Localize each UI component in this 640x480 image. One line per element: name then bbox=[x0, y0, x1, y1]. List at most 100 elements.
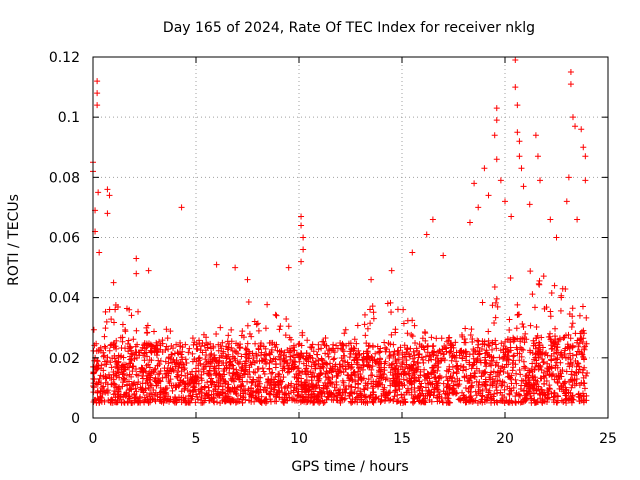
data-point bbox=[319, 397, 326, 404]
data-point bbox=[432, 374, 439, 381]
data-point bbox=[502, 338, 509, 345]
data-point bbox=[478, 373, 485, 380]
data-point bbox=[267, 388, 274, 395]
data-point bbox=[164, 397, 171, 404]
data-point bbox=[259, 365, 266, 372]
data-point bbox=[207, 352, 214, 359]
data-point bbox=[492, 373, 499, 380]
data-point bbox=[540, 381, 547, 388]
data-point bbox=[266, 366, 273, 373]
data-point bbox=[152, 378, 159, 385]
data-point bbox=[272, 344, 279, 351]
data-points bbox=[90, 57, 591, 406]
data-point bbox=[491, 390, 498, 397]
data-point bbox=[102, 325, 109, 332]
data-point bbox=[126, 343, 133, 350]
data-point bbox=[291, 364, 298, 371]
data-point bbox=[556, 335, 563, 342]
data-point bbox=[123, 389, 130, 396]
data-point bbox=[429, 216, 436, 223]
data-point bbox=[391, 393, 398, 400]
data-point bbox=[150, 387, 157, 393]
data-point bbox=[222, 353, 229, 360]
data-point bbox=[163, 343, 170, 350]
data-point bbox=[436, 347, 443, 354]
data-point bbox=[382, 348, 389, 355]
data-point bbox=[490, 393, 497, 400]
data-point bbox=[275, 370, 282, 377]
data-point bbox=[500, 368, 507, 375]
data-point bbox=[184, 387, 191, 394]
data-point bbox=[156, 391, 163, 398]
data-point bbox=[219, 339, 226, 346]
data-point bbox=[196, 354, 203, 361]
data-point bbox=[206, 372, 213, 379]
data-point bbox=[567, 359, 574, 366]
data-point bbox=[548, 357, 555, 364]
data-point bbox=[274, 391, 281, 398]
data-point bbox=[278, 378, 285, 385]
data-point bbox=[133, 327, 140, 334]
data-point bbox=[346, 362, 353, 369]
data-point bbox=[291, 347, 298, 354]
data-point bbox=[238, 364, 245, 371]
data-point bbox=[95, 362, 102, 369]
data-point bbox=[155, 371, 162, 378]
data-point bbox=[115, 388, 122, 395]
data-point bbox=[505, 373, 512, 380]
data-point bbox=[573, 363, 580, 370]
data-point bbox=[157, 367, 164, 374]
data-point bbox=[176, 361, 183, 368]
data-point bbox=[322, 334, 329, 341]
data-point bbox=[551, 282, 558, 289]
data-point bbox=[564, 341, 571, 348]
data-point bbox=[531, 356, 538, 363]
data-point bbox=[352, 384, 359, 391]
data-point bbox=[547, 308, 554, 315]
data-point bbox=[312, 383, 319, 390]
data-point bbox=[260, 368, 267, 375]
data-point bbox=[563, 198, 570, 205]
data-point bbox=[292, 359, 299, 366]
data-point bbox=[566, 363, 573, 370]
data-point bbox=[573, 351, 580, 358]
data-point bbox=[333, 381, 340, 388]
data-point bbox=[225, 332, 232, 339]
data-point bbox=[308, 363, 315, 370]
data-point bbox=[177, 377, 184, 384]
data-point bbox=[250, 388, 257, 395]
data-point bbox=[141, 396, 148, 403]
data-point bbox=[367, 320, 374, 327]
data-point bbox=[339, 346, 346, 353]
data-point bbox=[95, 189, 102, 196]
data-point bbox=[279, 367, 286, 374]
data-point bbox=[514, 129, 521, 136]
data-point bbox=[523, 380, 530, 387]
data-point bbox=[135, 378, 142, 385]
data-point bbox=[323, 342, 330, 349]
data-point bbox=[147, 347, 154, 354]
data-point bbox=[262, 387, 269, 394]
data-point bbox=[164, 335, 171, 342]
data-point bbox=[225, 384, 232, 391]
data-point bbox=[537, 346, 544, 353]
data-point bbox=[579, 303, 586, 310]
data-point bbox=[128, 312, 135, 319]
data-point bbox=[205, 392, 212, 399]
data-point bbox=[111, 387, 118, 394]
data-point bbox=[486, 343, 493, 350]
data-point bbox=[462, 385, 469, 392]
data-point bbox=[230, 398, 237, 405]
data-point bbox=[546, 382, 553, 389]
data-point bbox=[117, 334, 124, 341]
data-point bbox=[450, 369, 457, 376]
data-point bbox=[196, 337, 203, 344]
data-point bbox=[141, 357, 148, 364]
data-point bbox=[244, 276, 251, 283]
data-point bbox=[190, 341, 197, 348]
data-point bbox=[346, 390, 353, 397]
data-point bbox=[396, 386, 403, 393]
data-point bbox=[110, 319, 117, 326]
data-point bbox=[453, 369, 460, 376]
data-point bbox=[568, 368, 575, 375]
